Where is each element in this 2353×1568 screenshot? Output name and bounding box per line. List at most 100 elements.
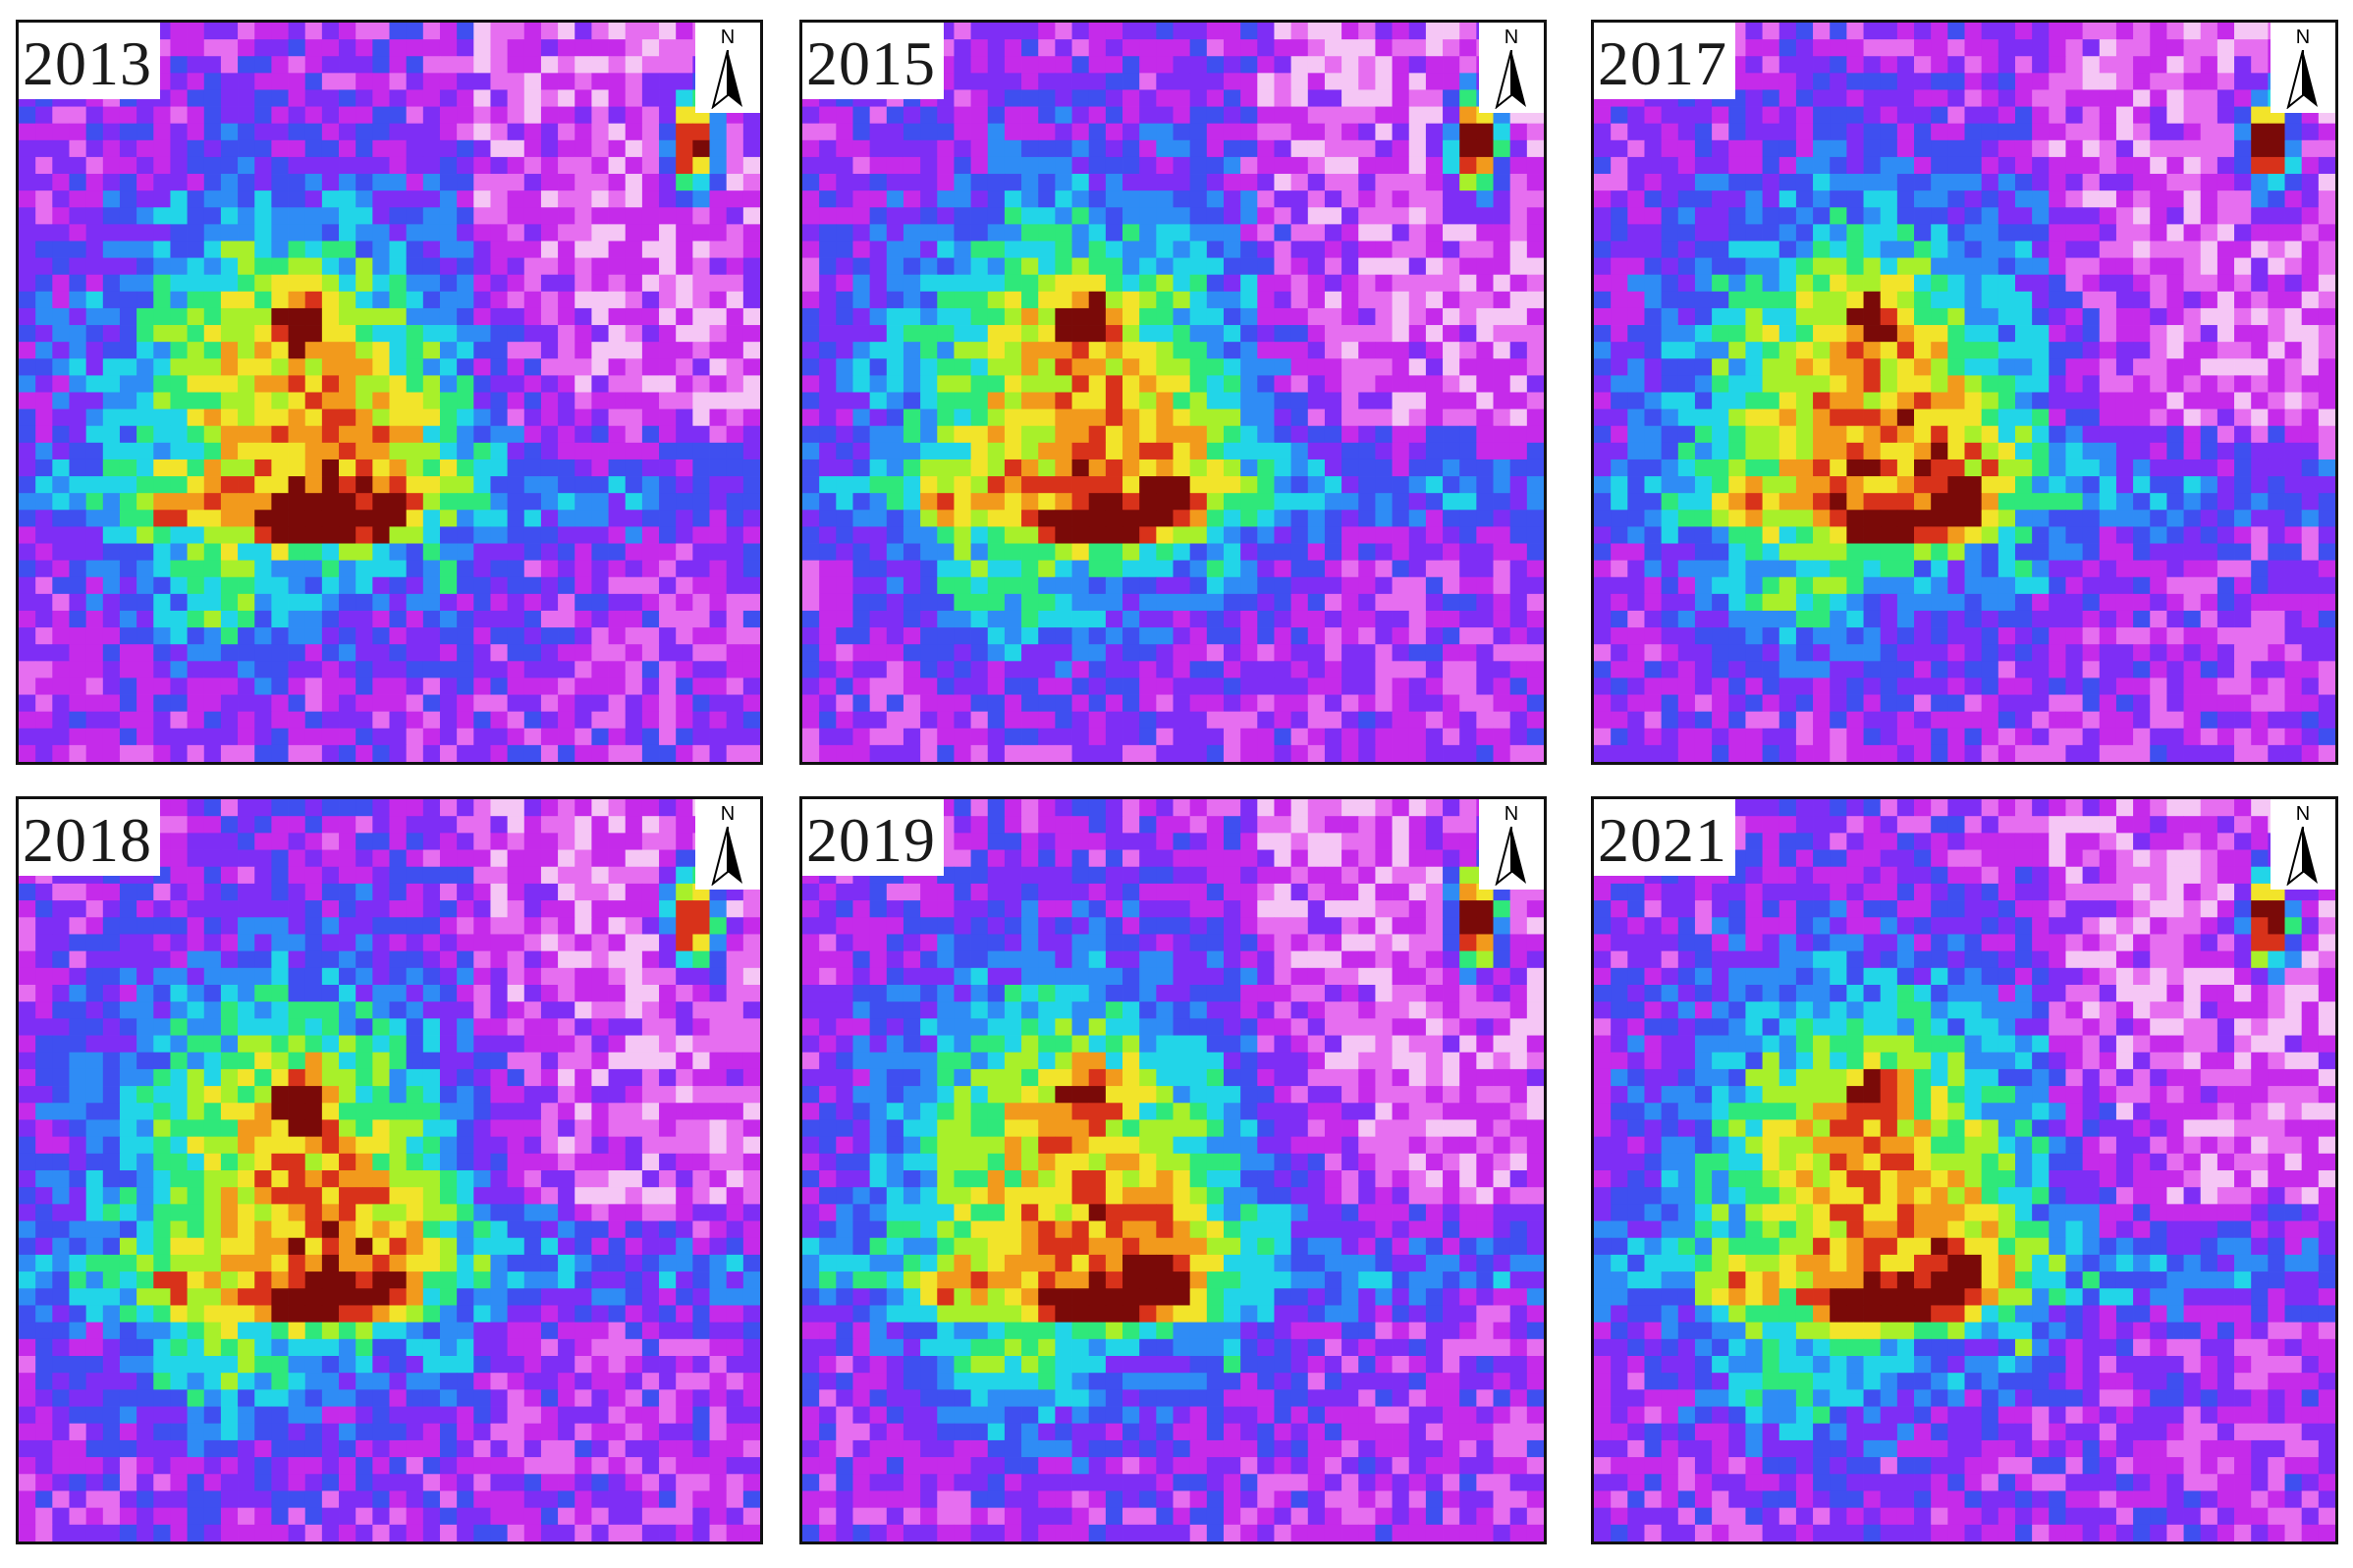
heat-cell [238,593,255,612]
heat-cell [1408,123,1427,141]
heat-cell [1745,392,1763,409]
heat-cell [304,694,323,713]
heat-cell [1813,342,1831,359]
heat-cell [1661,291,1679,309]
heat-cell [1173,123,1191,141]
heat-cell [1947,123,1965,141]
heat-cell [490,174,508,191]
heat-cell [19,610,36,628]
heat-cell [1105,257,1123,276]
heat-cell [2268,325,2285,343]
heat-cell [1677,325,1696,343]
heat-cell [2049,156,2066,175]
heat-cell [69,526,87,544]
heat-cell [490,694,508,713]
heat-cell [987,560,1006,578]
heat-cell [1055,39,1072,57]
heat-cell [1021,593,1039,612]
heat-cell [886,442,904,460]
heat-cell [2082,39,2101,57]
heat-cell [1105,694,1123,713]
heat-cell [1931,23,1948,40]
heat-cell [920,375,938,393]
heat-cell [187,123,205,141]
heat-cell [1493,190,1511,208]
heat-cell [1105,576,1123,595]
heat-cell [558,325,575,343]
heat-cell [869,307,888,326]
heat-cell [473,291,491,309]
heat-cell [1425,190,1444,208]
heat-cell [1004,576,1022,595]
heat-cell [490,560,508,578]
heat-cell [1004,711,1022,730]
heat-cell [1358,493,1376,511]
heat-cell [1661,257,1679,276]
heat-cell [1173,493,1191,511]
heat-cell [439,106,458,125]
heat-cell [439,156,458,175]
heat-cell [339,224,356,242]
heat-cell [1038,459,1056,477]
heat-cell [1038,510,1056,527]
heat-cell [836,224,853,242]
heat-cell [1728,190,1746,208]
heat-cell [85,174,104,191]
heat-cell [203,73,222,90]
heat-cell [1223,190,1241,208]
heat-cell [1728,174,1746,191]
heat-cell [1392,174,1410,191]
heat-cell [220,207,239,225]
heat-cell [591,560,609,578]
heat-cell [1611,392,1628,409]
heat-cell [1122,274,1140,293]
heat-cell [304,375,323,393]
heat-cell [406,56,424,74]
heat-cell [886,156,904,175]
heat-cell [1694,274,1713,293]
heat-cell [2032,73,2050,90]
heat-cell [903,274,921,293]
heat-cell [19,342,36,359]
heat-cell [659,543,677,562]
heat-cell [271,560,289,578]
heat-cell [836,274,853,293]
heat-cell [1173,156,1191,175]
heat-cell [1038,106,1056,125]
heat-cell [254,677,272,695]
heat-cell [1880,257,1898,276]
heat-cell [2065,392,2083,409]
heat-cell [321,442,340,460]
heat-cell [1071,89,1090,107]
heat-cell [1257,677,1275,695]
heat-cell [1425,392,1444,409]
heat-cell [52,342,70,359]
heat-cell [1964,89,1983,107]
heat-cell [659,224,677,242]
heat-cell [1307,392,1326,409]
heat-cell [457,560,474,578]
heat-cell [676,677,693,695]
heat-cell [1004,291,1022,309]
heat-cell [1408,644,1427,662]
heat-cell [220,174,239,191]
heat-cell [1914,73,1932,90]
heat-cell [1307,408,1326,427]
heat-cell [625,576,643,595]
heat-cell [1071,224,1090,242]
heat-cell [1830,156,1847,175]
heat-cell [641,543,660,562]
heat-cell [608,493,627,511]
heat-cell [1728,207,1746,225]
heat-cell [558,593,575,612]
heat-cell [954,56,971,74]
heat-cell [726,224,744,242]
heat-cell [2082,392,2101,409]
heat-cell [507,543,525,562]
heat-cell [1307,526,1326,544]
heat-cell [254,291,272,309]
heat-cell [1206,257,1225,276]
heat-cell [35,375,53,393]
heat-cell [1594,291,1612,309]
heat-cell [85,593,104,612]
